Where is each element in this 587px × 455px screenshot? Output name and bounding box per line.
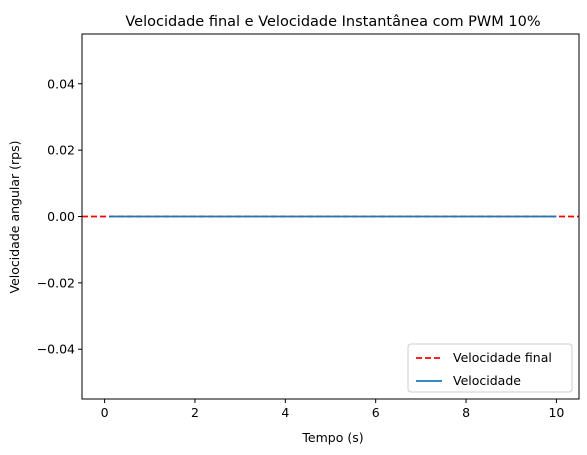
y-axis-label: Velocidade angular (rps)	[7, 141, 22, 294]
y-tick-label: −0.02	[37, 275, 75, 290]
y-tick-label: 0.00	[47, 209, 75, 224]
legend: Velocidade final Velocidade	[407, 343, 573, 393]
legend-label-velocidade-final: Velocidade final	[453, 350, 552, 365]
x-tick-label: 0	[101, 405, 109, 420]
y-tick-label: 0.04	[47, 76, 75, 91]
y-tick-label: 0.02	[47, 143, 75, 158]
legend-label-velocidade: Velocidade	[453, 373, 521, 388]
x-tick-label: 6	[372, 405, 380, 420]
x-tick-label: 2	[191, 405, 199, 420]
legend-box	[407, 343, 573, 393]
x-axis-ticks: 0 2 4 6 8 10	[101, 399, 564, 420]
x-tick-label: 4	[281, 405, 289, 420]
x-tick-label: 8	[462, 405, 470, 420]
y-tick-label: −0.04	[37, 342, 75, 357]
x-axis-label: Tempo (s)	[301, 430, 363, 445]
y-axis-ticks: 0.04 0.02 0.00 −0.02 −0.04	[37, 76, 82, 357]
chart-title: Velocidade final e Velocidade Instantâne…	[125, 14, 540, 30]
x-tick-label: 10	[548, 405, 564, 420]
